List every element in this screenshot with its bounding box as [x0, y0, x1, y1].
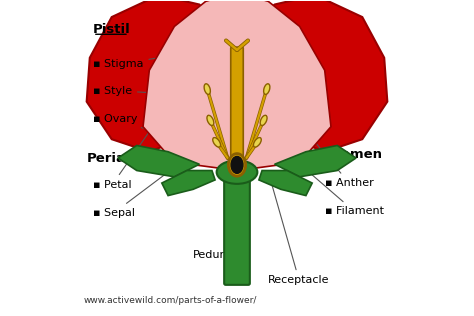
FancyBboxPatch shape	[231, 47, 243, 169]
Polygon shape	[259, 171, 312, 196]
Text: Perianth: Perianth	[87, 151, 151, 165]
Text: ▪ Anther: ▪ Anther	[270, 88, 374, 188]
Ellipse shape	[264, 84, 270, 94]
Ellipse shape	[207, 115, 214, 125]
Text: www.activewild.com/parts-of-a-flower/: www.activewild.com/parts-of-a-flower/	[83, 296, 257, 305]
Text: Stamen: Stamen	[325, 149, 382, 161]
Text: ▪ Filament: ▪ Filament	[266, 135, 383, 216]
Ellipse shape	[228, 154, 246, 176]
Polygon shape	[237, 0, 387, 152]
Text: ▪ Sepal: ▪ Sepal	[93, 169, 172, 218]
Polygon shape	[87, 0, 237, 152]
Polygon shape	[162, 171, 215, 196]
Text: Receptacle: Receptacle	[268, 175, 330, 285]
Ellipse shape	[217, 160, 257, 184]
Polygon shape	[274, 145, 356, 177]
Text: ▪ Ovary: ▪ Ovary	[93, 114, 231, 157]
Ellipse shape	[260, 115, 267, 125]
Ellipse shape	[204, 84, 210, 94]
Text: Pistil: Pistil	[93, 23, 131, 36]
Text: ▪ Petal: ▪ Petal	[93, 107, 166, 190]
Ellipse shape	[231, 156, 243, 173]
Polygon shape	[118, 145, 200, 177]
Polygon shape	[143, 0, 331, 171]
Text: Peduncle: Peduncle	[193, 229, 244, 260]
Ellipse shape	[254, 137, 261, 147]
FancyBboxPatch shape	[224, 166, 250, 285]
Text: ▪ Style: ▪ Style	[93, 86, 230, 97]
Ellipse shape	[213, 137, 220, 147]
Text: ▪ Stigma: ▪ Stigma	[93, 47, 228, 69]
